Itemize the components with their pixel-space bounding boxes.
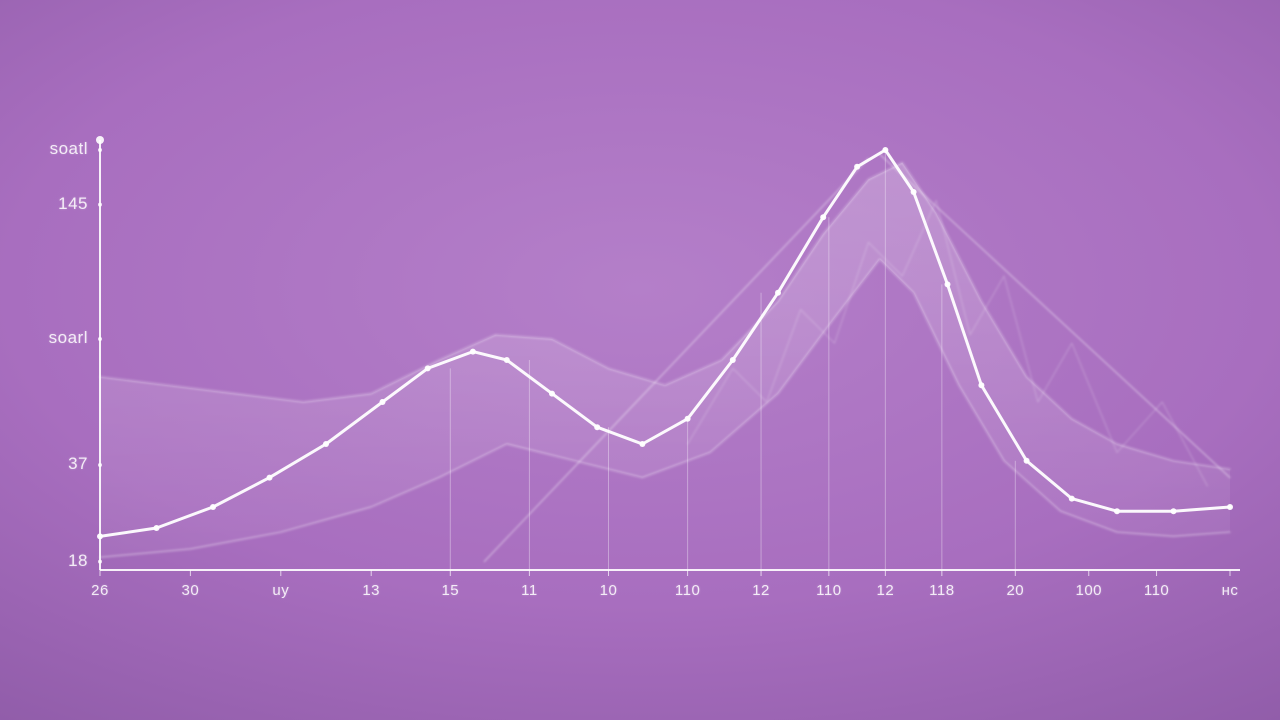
x-axis-label: 30 [182,582,200,599]
y-axis-label: soarl [28,328,88,348]
x-axis-label: uy [272,582,289,599]
y-axis-label: 18 [28,551,88,571]
x-axis-label: 12 [877,582,895,599]
x-axis-label: 110 [1144,582,1169,599]
x-axis-label: 26 [91,582,109,599]
x-axis-label: 13 [362,582,380,599]
y-axis-label: 145 [28,194,88,214]
x-axis-label: нс [1222,582,1239,599]
x-axis-label: 10 [600,582,618,599]
x-axis-label: 118 [929,582,954,599]
x-axis-label: 12 [752,582,770,599]
x-axis-label: 110 [816,582,841,599]
y-axis-label: 37 [28,454,88,474]
x-axis-label: 20 [1006,582,1024,599]
x-axis-label: 11 [521,582,538,599]
line-chart [0,0,1280,720]
x-axis-label: 15 [441,582,459,599]
y-axis-label: soatl [28,139,88,159]
x-axis-label: 110 [675,582,700,599]
x-axis-label: 100 [1075,582,1102,599]
